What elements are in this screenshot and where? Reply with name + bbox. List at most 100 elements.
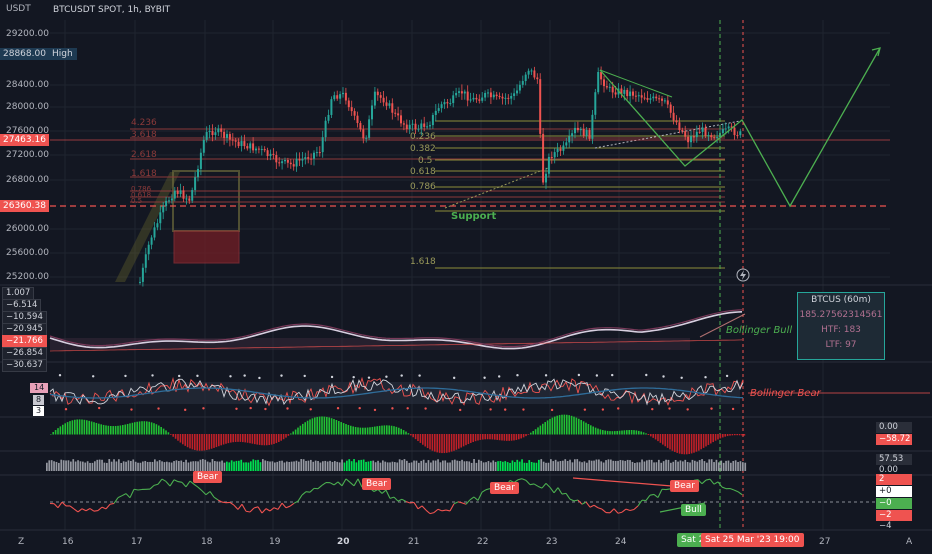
signal-segment	[90, 509, 94, 512]
volume-bar	[63, 460, 65, 471]
dot	[178, 375, 180, 377]
volume-bar	[87, 461, 89, 471]
hist-bar	[249, 434, 251, 443]
candle-body	[681, 130, 683, 131]
volume-bar	[473, 459, 475, 471]
hist-bar	[273, 434, 275, 444]
hist-bar	[271, 434, 273, 445]
hist-bar	[672, 434, 674, 451]
candle-body	[673, 113, 675, 121]
signal-segment	[598, 508, 602, 509]
volume-bar	[82, 462, 84, 471]
hist-bar	[98, 424, 100, 435]
signal-segment	[658, 489, 662, 497]
signal-segment	[406, 501, 410, 502]
hist-bar	[362, 428, 364, 435]
candle-body	[470, 99, 472, 100]
hist-bar	[516, 434, 518, 440]
signal-segment	[214, 497, 218, 500]
volume-bar	[382, 460, 384, 471]
hist-bar	[132, 423, 134, 435]
signal-segment	[230, 502, 234, 505]
candle-body	[513, 93, 515, 96]
hist-bar	[542, 424, 544, 435]
volume-bar	[53, 461, 55, 471]
signal-segment	[558, 488, 562, 494]
hist-bar	[532, 431, 534, 435]
volume-bar	[576, 459, 578, 471]
candle-body	[722, 129, 724, 133]
candle-body	[348, 101, 350, 108]
candle-body	[420, 123, 422, 128]
signal-segment	[346, 479, 350, 482]
volume-bar	[711, 459, 713, 471]
dot	[92, 375, 94, 377]
signal-segment	[82, 509, 86, 511]
hist-bar	[235, 434, 237, 442]
dot	[645, 374, 647, 376]
volume-bar	[689, 463, 691, 471]
volume-bar	[96, 460, 98, 471]
lightning-icon[interactable]	[737, 269, 749, 281]
signal-tag: −0	[876, 498, 912, 509]
hist-bar	[288, 434, 290, 436]
dot	[483, 377, 485, 379]
candle-body	[545, 174, 547, 183]
symbol-title[interactable]: BTCUSDT SPOT, 1h, BYBIT	[53, 5, 170, 15]
info-table-row: HTF: 183	[798, 323, 884, 338]
candle-body	[499, 96, 501, 97]
hist-bar	[266, 434, 268, 445]
volume-bar	[483, 462, 485, 471]
signal-segment	[538, 486, 542, 488]
signal-segment	[58, 502, 62, 508]
hist-bar	[691, 434, 693, 453]
volume-bar	[574, 459, 576, 471]
volume-bar	[600, 461, 602, 471]
signal-segment	[646, 495, 650, 500]
candle-body	[336, 95, 338, 98]
volume-bar	[360, 460, 362, 471]
candle-body	[281, 161, 283, 163]
dot	[732, 408, 734, 410]
signal-segment	[594, 505, 598, 507]
signal-lines	[50, 479, 742, 514]
signal-segment	[534, 484, 538, 486]
signal-segment	[258, 507, 262, 513]
candle-body	[606, 86, 608, 87]
hist-bar	[604, 431, 606, 435]
volume-bar	[264, 460, 266, 471]
hist-bar	[540, 426, 542, 435]
candle-body	[612, 87, 614, 93]
volume-bar	[485, 462, 487, 471]
candle-body	[670, 105, 672, 113]
volume-bar	[480, 461, 482, 471]
volume-bar	[404, 459, 406, 471]
hist-bar	[180, 434, 182, 443]
candle-body	[444, 102, 446, 104]
volume-bar	[351, 461, 353, 471]
signal-tag: −2	[876, 510, 912, 521]
volume-bar	[639, 462, 641, 471]
volume-bar	[279, 461, 281, 471]
hist-bar	[496, 434, 498, 440]
volume-bar	[716, 460, 718, 471]
volume-bar	[339, 462, 341, 471]
dot	[98, 407, 100, 409]
volume-bar	[560, 461, 562, 471]
hist-bar	[597, 429, 599, 435]
hist-bar	[676, 434, 678, 453]
candle-body	[577, 128, 579, 130]
candle-body	[684, 131, 686, 137]
projection-line[interactable]	[600, 48, 880, 206]
hist-bar	[261, 434, 263, 445]
volume-bar	[51, 460, 53, 471]
hist-bar	[602, 430, 604, 434]
hist-bar	[72, 420, 74, 434]
volume-bar	[221, 461, 223, 471]
hist-bar	[720, 434, 722, 438]
signal-segment	[278, 503, 282, 509]
fib-label: 2.618	[131, 150, 157, 160]
hist-bar	[482, 434, 484, 440]
